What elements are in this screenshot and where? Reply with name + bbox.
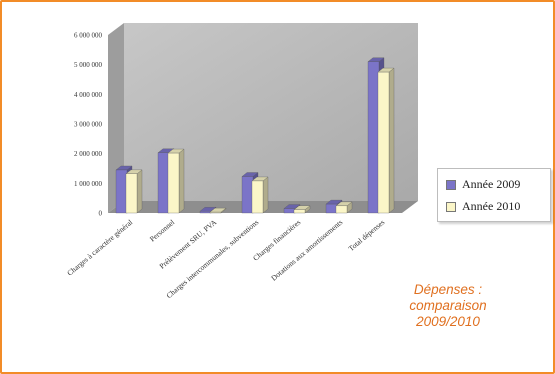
- bar-2010-4: [293, 205, 311, 214]
- y-tick-label: 4 000 000: [74, 91, 103, 99]
- x-category-label: Personnel: [148, 218, 176, 244]
- y-tick-label: 5 000 000: [74, 61, 103, 69]
- bar-2010-3: [251, 176, 269, 214]
- bar-2010-5: [335, 201, 353, 214]
- x-category-label: Charges à caractère général: [65, 218, 134, 278]
- y-tick-label: 3 000 000: [74, 121, 103, 129]
- legend-label-2010: Année 2010: [462, 199, 521, 213]
- bar-2010-6: [377, 67, 395, 214]
- legend: Année 2009 Année 2010: [437, 168, 551, 222]
- bars-group: [115, 57, 395, 214]
- y-tick-label: 2 000 000: [74, 150, 103, 158]
- legend-item-2010: Année 2010: [446, 199, 520, 214]
- legend-label-2009: Année 2009: [462, 177, 521, 191]
- x-category-label: Total dépenses: [347, 218, 387, 253]
- y-axis-ticks: 0 1 000 000 2 000 000 3 000 000 4 000 000 5 0…: [74, 32, 103, 218]
- chart-caption: Dépenses : comparaison 2009/2010: [393, 282, 503, 330]
- x-axis-labels: Charges à caractère général PersonnelPrél…: [65, 217, 386, 300]
- back-wall: [124, 23, 418, 201]
- caption-line-3: 2009/2010: [416, 314, 480, 329]
- legend-swatch-2009: [446, 179, 456, 190]
- legend-item-2009: Année 2009: [446, 177, 520, 192]
- y-tick-label: 6 000 000: [74, 32, 103, 40]
- bar-2010-1: [167, 148, 185, 214]
- y-tick-label: 0: [99, 210, 103, 218]
- legend-swatch-2010: [446, 201, 456, 212]
- y-tick-label: 1 000 000: [74, 180, 103, 188]
- x-category-label: Charges intercommunales, subventions: [164, 218, 260, 301]
- x-category-label: Dotations aux amortissements: [269, 218, 344, 283]
- bar-2010-0: [125, 169, 143, 214]
- left-wall: [108, 23, 124, 213]
- bar-2010-2: [209, 207, 227, 214]
- caption-line-2: comparaison: [409, 298, 487, 313]
- caption-line-1: Dépenses :: [413, 282, 483, 297]
